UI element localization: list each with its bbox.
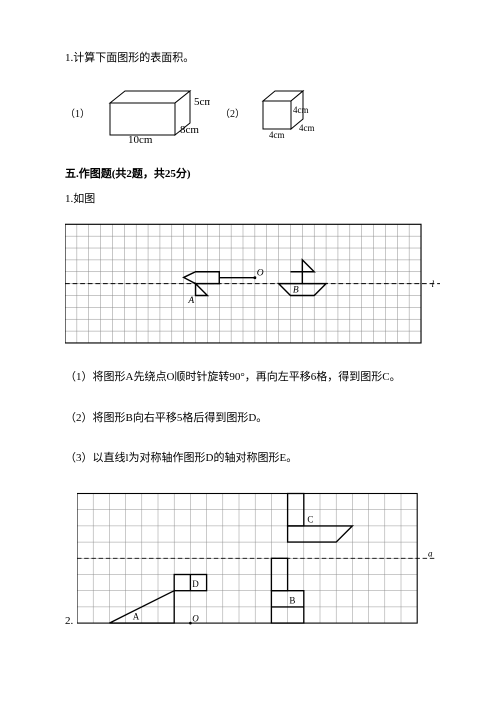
grid2-O: O (192, 613, 199, 623)
grid1-O-label: O (257, 269, 264, 279)
q5-1-sub1: （1）将图形A先绕点O顺时针旋转90°，再向左平移6格，得到图形C。 (65, 369, 440, 386)
grid2-A: A (133, 611, 140, 621)
grid-figure-2: a A O D B C (77, 491, 437, 631)
cube-figure: 4cm 4cm 4cm (255, 83, 325, 143)
cuboid-figure: 5cm 8cm 10cm (100, 83, 210, 143)
cuboid-h-label: 5cm (194, 96, 210, 108)
grid1-l-label: l (431, 280, 434, 290)
grid2-C: C (308, 514, 314, 524)
q5-1-sub3: （3）以直线l为对称轴作图形D的轴对称图形E。 (65, 450, 440, 467)
section-5-title: 五.作图题(共2题，共25分) (65, 165, 440, 181)
cube-c-label: 4cm (269, 130, 285, 140)
figure-row-1: （1） 5cm 8cm 10cm （2） 4cm 4cm 4cm (65, 83, 440, 143)
grid2-B: B (290, 595, 296, 605)
q5-1-sub2: （2）将图形B向右平移5格后得到图形D。 (65, 410, 440, 427)
grid2-a-label: a (428, 548, 433, 558)
q5-1-text: 1.如图 (65, 191, 440, 208)
grid1-B-label: B (293, 286, 299, 296)
cuboid-w-label: 10cm (128, 134, 153, 143)
paren-2: （2） (220, 105, 245, 120)
cube-a-label: 4cm (293, 105, 309, 115)
grid2-D: D (192, 579, 199, 589)
cuboid-d-label: 8cm (180, 124, 199, 136)
q5-2-prefix: 2. (65, 615, 73, 627)
cube-b-label: 4cm (299, 123, 315, 133)
grid1-A-label: A (187, 296, 194, 306)
paren-1: （1） (65, 105, 90, 120)
grid-figure-1: l O A B (65, 221, 440, 351)
q1-text: 1.计算下面图形的表面积。 (65, 50, 440, 67)
